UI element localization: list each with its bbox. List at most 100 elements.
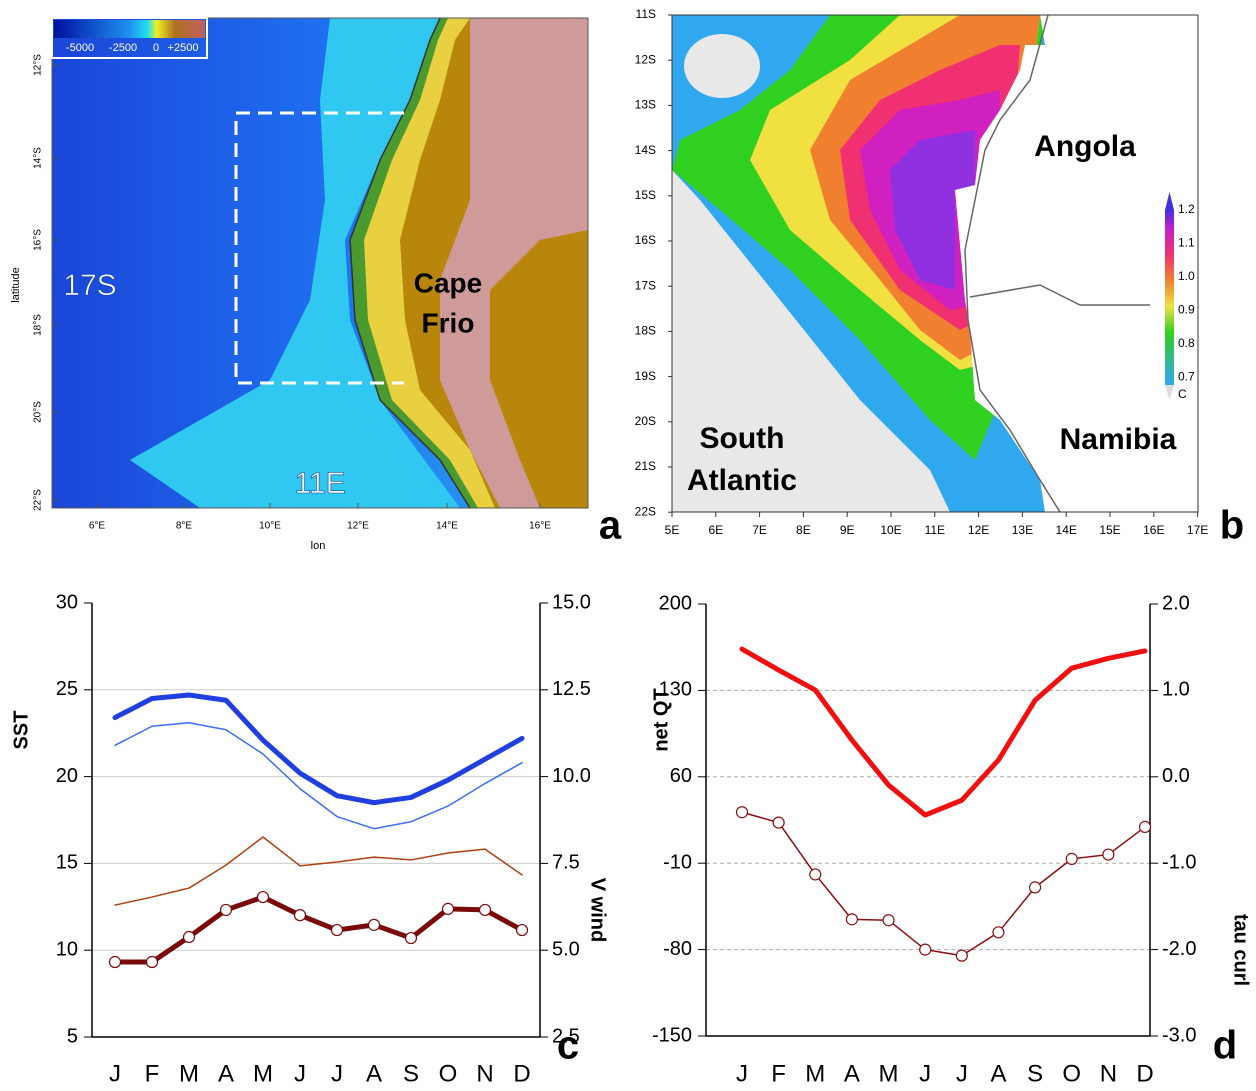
y-axis-label: latitude: [10, 267, 22, 302]
lon-tick-label: 16E: [1143, 523, 1164, 537]
x-tick-label: O: [1062, 1060, 1081, 1087]
low-region: [684, 34, 760, 98]
point: [441, 902, 455, 915]
sea-label: South: [700, 422, 785, 455]
y-tick-label: 5: [67, 1025, 78, 1047]
series-line: [741, 811, 1146, 957]
y-tick-label: 130: [659, 679, 692, 701]
x-tick-label: F: [771, 1060, 786, 1087]
x-tick-label: S: [403, 1060, 419, 1087]
point: [219, 903, 233, 917]
lon-tick-label: 10°E: [259, 521, 281, 532]
colorbar-unit: C: [1178, 387, 1187, 401]
point: [367, 918, 381, 931]
point: [478, 903, 492, 917]
lat-tick-label: 14S: [635, 143, 656, 157]
lon-tick-label: 12E: [968, 523, 989, 537]
lon-tick-label: 8E: [796, 523, 811, 537]
x-tick-label: S: [1027, 1060, 1043, 1087]
x-tick-label: A: [844, 1060, 860, 1087]
point: [404, 931, 418, 945]
x-tick-label: A: [218, 1060, 234, 1087]
lon-tick-label: 11E: [925, 523, 945, 537]
point: [1102, 848, 1115, 861]
point: [1028, 881, 1042, 894]
colorbar-label: 0.7: [1178, 370, 1195, 384]
lon-tick-label: 14°E: [436, 521, 458, 532]
colorbar-label: 0.8: [1178, 336, 1195, 350]
lon-tick-label: 10E: [880, 523, 901, 537]
y2-tick-label: 2.0: [1162, 592, 1190, 614]
x-tick-label: J: [736, 1060, 748, 1087]
colorbar: [1165, 210, 1174, 385]
contour-13: [890, 130, 975, 290]
panel-letter: d: [1213, 1024, 1237, 1068]
y-axis-label: SST: [10, 711, 32, 750]
point: [330, 923, 344, 937]
y-tick-label: 60: [670, 765, 692, 787]
y2-tick-label: 2.5: [552, 1025, 580, 1047]
x-tick-label: F: [145, 1060, 160, 1087]
map-b: [671, 14, 1199, 513]
colorbar-label: -2500: [109, 42, 137, 54]
lat-tick-label: 20S: [635, 414, 656, 428]
y-tick-label: 200: [659, 592, 692, 614]
colorbar-frame: [51, 17, 208, 59]
point: [145, 955, 159, 969]
y2-tick-label: 10.0: [552, 765, 591, 787]
lat-tick-label: 12S: [635, 52, 656, 66]
x-axis-label: lon: [311, 540, 326, 552]
lat-tick-label: 16S: [635, 233, 656, 247]
lon-tick-label: 6°E: [89, 521, 106, 532]
point: [845, 913, 859, 926]
lon-tick-label: 8°E: [176, 521, 193, 532]
y-tick-label: -80: [663, 938, 692, 960]
colorbar-label: 1.0: [1178, 269, 1195, 283]
point: [256, 890, 270, 904]
map-a: [51, 17, 589, 509]
point: [515, 923, 529, 937]
x-tick-label: M: [879, 1060, 899, 1087]
series-line: [112, 692, 525, 806]
y2-axis-label: V wind: [587, 878, 609, 942]
series-line: [739, 646, 1148, 818]
sea-label: Atlantic: [687, 464, 797, 497]
panel-letter: a: [599, 504, 622, 548]
colorbar-label: +2500: [168, 42, 199, 54]
country-label: Namibia: [1060, 423, 1177, 456]
x-tick-label: N: [476, 1060, 493, 1087]
lon-tick-label: 15E: [1099, 523, 1120, 537]
x-tick-label: J: [956, 1060, 968, 1087]
y2-tick-label: -2.0: [1162, 938, 1196, 960]
x-tick-label: A: [990, 1060, 1006, 1087]
country-label: Angola: [1034, 130, 1136, 163]
border: [969, 284, 1150, 306]
lat-tick-label: 14°S: [33, 147, 44, 169]
colorbar-cap: [1165, 192, 1174, 210]
y2-tick-label: -3.0: [1162, 1024, 1196, 1046]
colorbar-label: 1.2: [1178, 202, 1195, 216]
map-frame: [51, 17, 589, 509]
point: [919, 943, 932, 956]
lon-tick-label: 5E: [665, 523, 680, 537]
y-axis-label: net QT: [650, 688, 672, 751]
y-tick-label: 15: [56, 852, 78, 874]
x-tick-label: O: [439, 1060, 458, 1087]
lon-tick-label: 17E: [1187, 523, 1208, 537]
y2-tick-label: 0.0: [1162, 765, 1190, 787]
y2-tick-label: 15.0: [552, 591, 591, 613]
series-line: [112, 894, 525, 965]
y-tick-label: 25: [56, 678, 78, 700]
lon-tick-label: 16°E: [529, 521, 551, 532]
lon-tick-label: 13E: [1012, 523, 1033, 537]
lat-tick-label: 16°S: [33, 229, 44, 251]
coastline: [349, 17, 471, 509]
land: [955, 15, 1198, 512]
colorbar-label: 0.9: [1178, 303, 1195, 317]
lat-tick-label: 19S: [635, 369, 656, 383]
lat-tick-label: 18°S: [33, 314, 44, 336]
lon-tick-label: 7E: [752, 523, 767, 537]
shelf: [130, 18, 460, 508]
point: [809, 868, 822, 881]
